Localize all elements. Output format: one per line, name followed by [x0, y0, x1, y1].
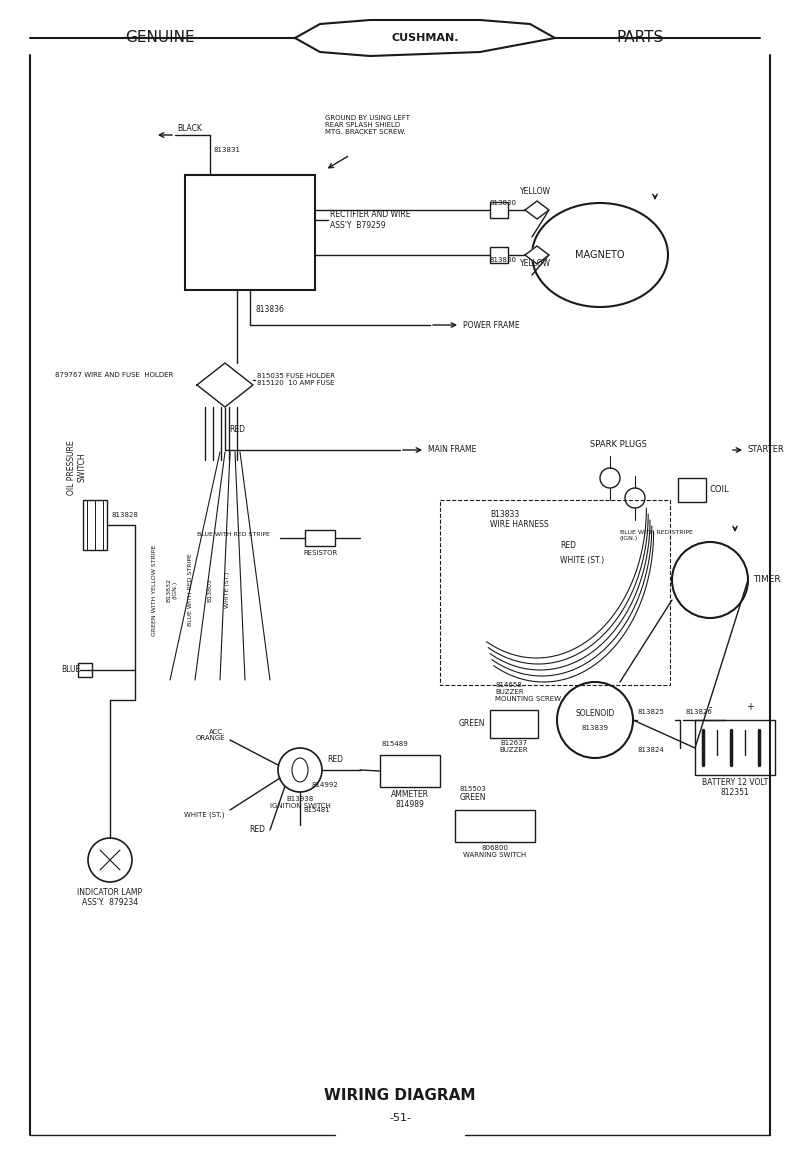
Bar — [380, 756, 440, 787]
Text: GENUINE: GENUINE — [125, 30, 195, 45]
Text: 813830: 813830 — [490, 257, 517, 263]
Bar — [490, 710, 538, 738]
Text: B13833
WIRE HARNESS: B13833 WIRE HARNESS — [490, 510, 549, 530]
Text: 815035 FUSE HOLDER
815120  10 AMP FUSE: 815035 FUSE HOLDER 815120 10 AMP FUSE — [257, 373, 335, 386]
Text: TIMER: TIMER — [753, 575, 781, 584]
Text: CUSHMAN.: CUSHMAN. — [391, 34, 458, 43]
Text: COIL: COIL — [710, 486, 730, 494]
Text: -51-: -51- — [389, 1113, 411, 1123]
Text: BATTERY 12 VOLT
812351: BATTERY 12 VOLT 812351 — [702, 778, 768, 797]
Text: 879767 WIRE AND FUSE  HOLDER: 879767 WIRE AND FUSE HOLDER — [55, 373, 174, 378]
Text: RESISTOR: RESISTOR — [303, 550, 337, 557]
Text: GREEN WITH YELLOW STRIPE: GREEN WITH YELLOW STRIPE — [153, 545, 158, 635]
Text: RED: RED — [560, 540, 576, 550]
Bar — [455, 810, 535, 842]
Text: 813826: 813826 — [685, 709, 712, 715]
Text: WHITE (ST.): WHITE (ST.) — [226, 572, 230, 609]
Circle shape — [625, 488, 645, 508]
Text: YELLOW: YELLOW — [519, 259, 550, 268]
Text: 813824: 813824 — [638, 747, 665, 753]
Text: 813831: 813831 — [213, 147, 240, 153]
Bar — [305, 530, 335, 546]
Ellipse shape — [532, 202, 668, 307]
Text: B13832
(IGN.): B13832 (IGN.) — [166, 578, 178, 602]
Bar — [78, 663, 92, 677]
Text: POWER FRAME: POWER FRAME — [463, 320, 520, 330]
Text: BLUE WITH RED STRIPE: BLUE WITH RED STRIPE — [197, 531, 270, 537]
Bar — [440, 500, 670, 685]
Text: 813839: 813839 — [582, 725, 609, 731]
Text: STARTER: STARTER — [748, 445, 785, 455]
Text: OIL PRESSURE
SWITCH: OIL PRESSURE SWITCH — [67, 441, 86, 495]
Text: WHITE (ST.): WHITE (ST.) — [560, 555, 604, 565]
Text: GREEN: GREEN — [460, 793, 486, 802]
Text: GROUND BY USING LEFT
REAR SPLASH SHIELD
MTG. BRACKET SCREW.: GROUND BY USING LEFT REAR SPLASH SHIELD … — [325, 115, 410, 135]
Text: SOLENOID: SOLENOID — [575, 709, 614, 718]
Circle shape — [557, 681, 633, 758]
Text: BUZZER
MOUNTING SCREW: BUZZER MOUNTING SCREW — [495, 690, 561, 702]
Bar — [678, 478, 706, 502]
Text: B13938
IGNITION SWITCH: B13938 IGNITION SWITCH — [270, 796, 330, 809]
Text: 815489: 815489 — [382, 740, 409, 747]
Text: 814658: 814658 — [495, 681, 522, 688]
Text: MAIN FRAME: MAIN FRAME — [428, 445, 476, 455]
Text: BLUE: BLUE — [61, 665, 80, 675]
Circle shape — [88, 838, 132, 882]
Text: GREEN: GREEN — [458, 720, 485, 729]
Polygon shape — [525, 201, 549, 219]
Text: 813836: 813836 — [255, 305, 284, 315]
Text: AMMETER
814989: AMMETER 814989 — [391, 790, 429, 810]
Text: 814992: 814992 — [312, 782, 338, 788]
Polygon shape — [197, 363, 253, 407]
Ellipse shape — [292, 758, 308, 782]
Text: 813828: 813828 — [111, 513, 138, 518]
Text: 813830: 813830 — [490, 200, 517, 206]
Text: B13803: B13803 — [207, 578, 213, 602]
Text: RED: RED — [249, 825, 265, 834]
Bar — [695, 720, 775, 775]
Bar — [490, 202, 508, 218]
Bar — [490, 246, 508, 263]
Text: BLUE WITH RED STRIPE: BLUE WITH RED STRIPE — [187, 553, 193, 626]
Text: RECTIFIER AND WIRE
ASS'Y  B79259: RECTIFIER AND WIRE ASS'Y B79259 — [330, 211, 410, 230]
Text: -: - — [708, 702, 712, 712]
Text: +: + — [746, 702, 754, 712]
Text: RED: RED — [327, 756, 343, 764]
Text: MAGNETO: MAGNETO — [575, 250, 625, 260]
Text: BLACK: BLACK — [178, 124, 202, 133]
Circle shape — [672, 541, 748, 618]
Text: 806800
WARNING SWITCH: 806800 WARNING SWITCH — [463, 845, 526, 858]
Text: ACC.
ORANGE: ACC. ORANGE — [195, 729, 225, 742]
Text: 813825: 813825 — [638, 709, 665, 715]
Text: WIRING DIAGRAM: WIRING DIAGRAM — [324, 1088, 476, 1103]
Text: PARTS: PARTS — [616, 30, 664, 45]
Text: WHITE (ST.): WHITE (ST.) — [185, 812, 225, 818]
Text: RED: RED — [229, 426, 245, 435]
Text: SPARK PLUGS: SPARK PLUGS — [590, 440, 647, 449]
Text: 815481: 815481 — [303, 806, 330, 813]
Text: B12637
BUZZER: B12637 BUZZER — [500, 740, 528, 753]
Bar — [83, 500, 107, 550]
Text: INDICATOR LAMP
ASS'Y.  879234: INDICATOR LAMP ASS'Y. 879234 — [78, 889, 142, 907]
Bar — [185, 175, 315, 290]
Text: 815503: 815503 — [460, 786, 486, 793]
Circle shape — [278, 747, 322, 793]
Circle shape — [600, 467, 620, 488]
Polygon shape — [525, 246, 549, 264]
Polygon shape — [295, 20, 555, 56]
Text: BLUE WITH RED STRIPE
(IGN.): BLUE WITH RED STRIPE (IGN.) — [620, 530, 693, 540]
Text: YELLOW: YELLOW — [519, 187, 550, 196]
Bar — [215, 378, 235, 392]
